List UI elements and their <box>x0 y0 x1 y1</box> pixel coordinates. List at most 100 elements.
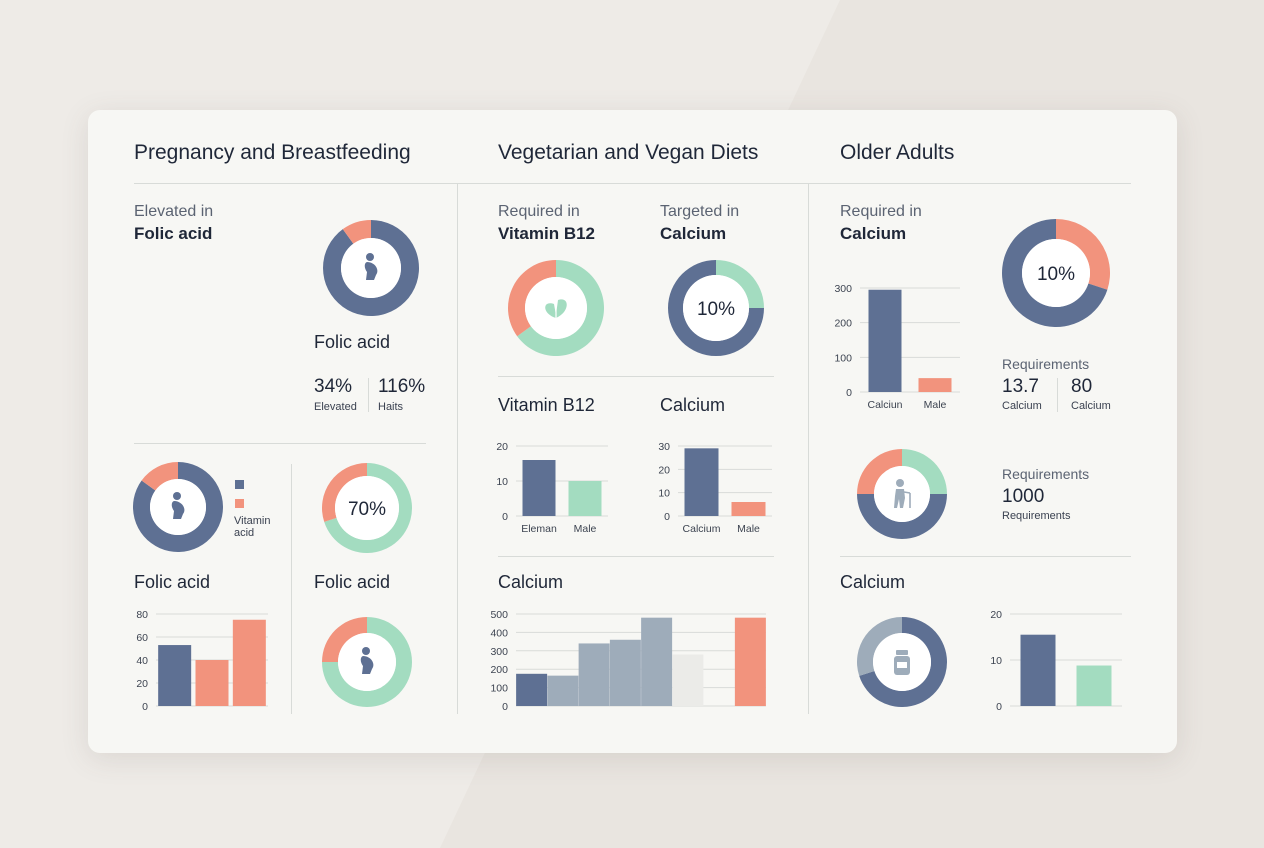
veg_bar_b12-ytick-0: 0 <box>502 511 508 523</box>
old_bar_bottom-ytick-1: 10 <box>990 655 1002 667</box>
preg_bar_bottom-ytick-3: 60 <box>136 632 148 644</box>
vegetarian-donut-b12 <box>508 260 604 356</box>
column-divider-2 <box>808 184 809 714</box>
pregnancy-donut-bottom-right <box>322 617 412 707</box>
preg_donut_70-center-label: 70% <box>348 499 386 520</box>
vegetarian-calcium-wide-bar-chart: 0 100 200 300 400 500 <box>490 609 766 713</box>
veg_bar_b12-xtick-1: Male <box>574 523 597 535</box>
pregnancy-folic-bar-chart: 050100150200Preg.AgoHigh <box>128 258 278 430</box>
veg_bar_wide-bar-5 <box>672 654 704 706</box>
older-stat-b-value: 80 <box>1071 376 1093 397</box>
veg_bar_calcium-xtick-0: Calcium <box>683 523 721 535</box>
older-stat-c-label: Requirements <box>1002 510 1071 522</box>
veg_bar_wide-bar-0 <box>516 673 548 706</box>
veg_bar_calcium-ytick-2: 20 <box>658 464 670 476</box>
older-stat-c-value: 1000 <box>1002 486 1045 507</box>
old_donut_bottom-slice-0 <box>859 617 947 707</box>
preg_bar_bottom-ytick-1: 20 <box>136 678 148 690</box>
old_bar_top-xtick-0: Calciun <box>867 399 902 411</box>
old_bar_top-ytick-3: 300 <box>834 283 852 295</box>
veg_bar_wide-ytick-3: 300 <box>490 646 508 658</box>
vegetarian-req-caption: Required in <box>498 203 580 220</box>
veg_donut_b12-slice-0 <box>517 260 604 356</box>
legend-vitamin-label: Vitamin acid <box>234 515 271 539</box>
veg_donut_b12-slice-1 <box>508 260 556 337</box>
preg_bar_bottom-ytick-2: 40 <box>136 655 148 667</box>
pregnancy-folic-bottom-right-title: Folic acid <box>314 572 391 592</box>
preg_donut_bottom_right-slice-1 <box>322 617 367 662</box>
older-requirements-label-1: Requirements <box>1002 356 1090 372</box>
preg_donut_top-slice-0 <box>323 220 420 316</box>
veg_bar_wide-ytick-4: 400 <box>490 627 508 639</box>
vegetarian-row-divider-2 <box>498 556 774 557</box>
elderly-icon <box>894 479 911 508</box>
old_donut_mid-slice-2 <box>857 449 902 494</box>
pregnancy-stat-divider <box>368 378 369 412</box>
veg_bar_b12-bar-0 <box>522 460 556 516</box>
vegetarian-tgt-caption: Targeted in <box>660 203 740 220</box>
preg_donut_top-slice-1 <box>342 220 371 244</box>
pregnancy-donut-70: 70% <box>322 463 412 553</box>
pregnancy-caption-bold: Folic acid <box>134 224 213 243</box>
veg_donut_calcium-center <box>683 275 749 341</box>
veg_bar_wide-bar-2 <box>578 643 610 706</box>
section-title-vegetarian: Vegetarian and Vegan Diets <box>498 141 759 164</box>
preg_donut_70-slice-1 <box>322 463 367 522</box>
pregnancy-donut-bottom-left <box>133 462 223 552</box>
pregnant-icon <box>360 647 374 674</box>
preg_donut_bottom_left-slice-0 <box>133 462 223 552</box>
veg_bar_calcium-ytick-0: 0 <box>664 511 670 523</box>
old_bar_bottom-ytick-2: 20 <box>990 609 1002 621</box>
preg_bar_bottom-ytick-4: 80 <box>136 609 148 621</box>
older-req-bold: Calcium <box>840 224 907 243</box>
old_donut_mid-slice-0 <box>902 449 947 494</box>
preg_bar_bottom-bar-2 <box>232 619 266 706</box>
pregnancy-stat-1-label: Elevated <box>314 401 357 413</box>
older-stat-b-label: Calcium <box>1071 400 1111 412</box>
pill-bottle-icon <box>894 650 910 675</box>
veg_bar_calcium-xtick-1: Male <box>737 523 760 535</box>
older-requirements-label-2: Requirements <box>1002 466 1090 482</box>
veg_bar_b12-ytick-2: 20 <box>496 441 508 453</box>
veg_bar_calcium-ytick-3: 30 <box>658 441 670 453</box>
pregnancy-donut-top <box>323 220 420 316</box>
veg_bar_wide-ytick-0: 0 <box>502 701 508 713</box>
pregnancy-caption: Elevated in <box>134 203 214 220</box>
old_donut_bottom-slice-1 <box>857 617 902 676</box>
preg_donut_bottom_right-slice-0 <box>322 617 412 707</box>
pregnant-icon <box>171 492 185 519</box>
pregnant-icon <box>364 253 378 280</box>
older-donut-middle <box>857 449 947 539</box>
old_donut_mid-slice-1 <box>857 494 947 539</box>
preg_bar_bottom-ytick-0: 0 <box>142 701 148 713</box>
leaf-icon <box>545 299 567 320</box>
older-calcium-panel-title: Calcium <box>840 572 906 592</box>
older-row-divider <box>840 556 1131 557</box>
old_bar_top-ytick-2: 200 <box>834 318 852 330</box>
preg_bar_bottom-bar-1 <box>195 660 229 706</box>
vegetarian-b12-panel-title: Vitamin B12 <box>498 395 595 415</box>
veg_donut_calcium-slice-1 <box>668 260 764 356</box>
veg_bar_b12-bar-1 <box>568 481 602 516</box>
veg_bar_wide-bar-3 <box>609 639 641 706</box>
older-calcium-bottom-bar-chart: 0 10 20 <box>990 609 1122 713</box>
veg_bar_wide-bar-7 <box>734 617 766 706</box>
old_donut_top-center <box>1022 239 1090 307</box>
veg_bar_wide-ytick-1: 100 <box>490 683 508 695</box>
veg_donut_calcium-center-label: 10% <box>697 299 735 320</box>
header-divider <box>134 183 1131 184</box>
vegetarian-calcium-bottom-title: Calcium <box>498 572 564 592</box>
pregnancy-folic-bottom-bar-chart: 0 20 40 60 80 <box>136 609 268 713</box>
veg_bar_wide-bar-4 <box>641 617 673 706</box>
pregnancy-row-divider <box>134 443 426 444</box>
veg_bar_b12-ytick-1: 10 <box>496 476 508 488</box>
older-stat-a-label: Calcium <box>1002 400 1042 412</box>
vegetarian-calcium-bar-chart: 0 10 20 30 Calcium Male <box>658 441 772 535</box>
pregnancy-folic-bottom-left-title: Folic acid <box>134 572 211 592</box>
column-divider-1 <box>457 184 458 714</box>
pregnancy-folic-panel-title: Folic acid <box>314 332 391 352</box>
old_bar_top-xtick-1: Male <box>924 399 947 411</box>
old_donut_top-slice-1 <box>1002 219 1108 327</box>
vegetarian-calcium-panel-title: Calcium <box>660 395 726 415</box>
old_bar_top-bar-0 <box>868 289 902 392</box>
